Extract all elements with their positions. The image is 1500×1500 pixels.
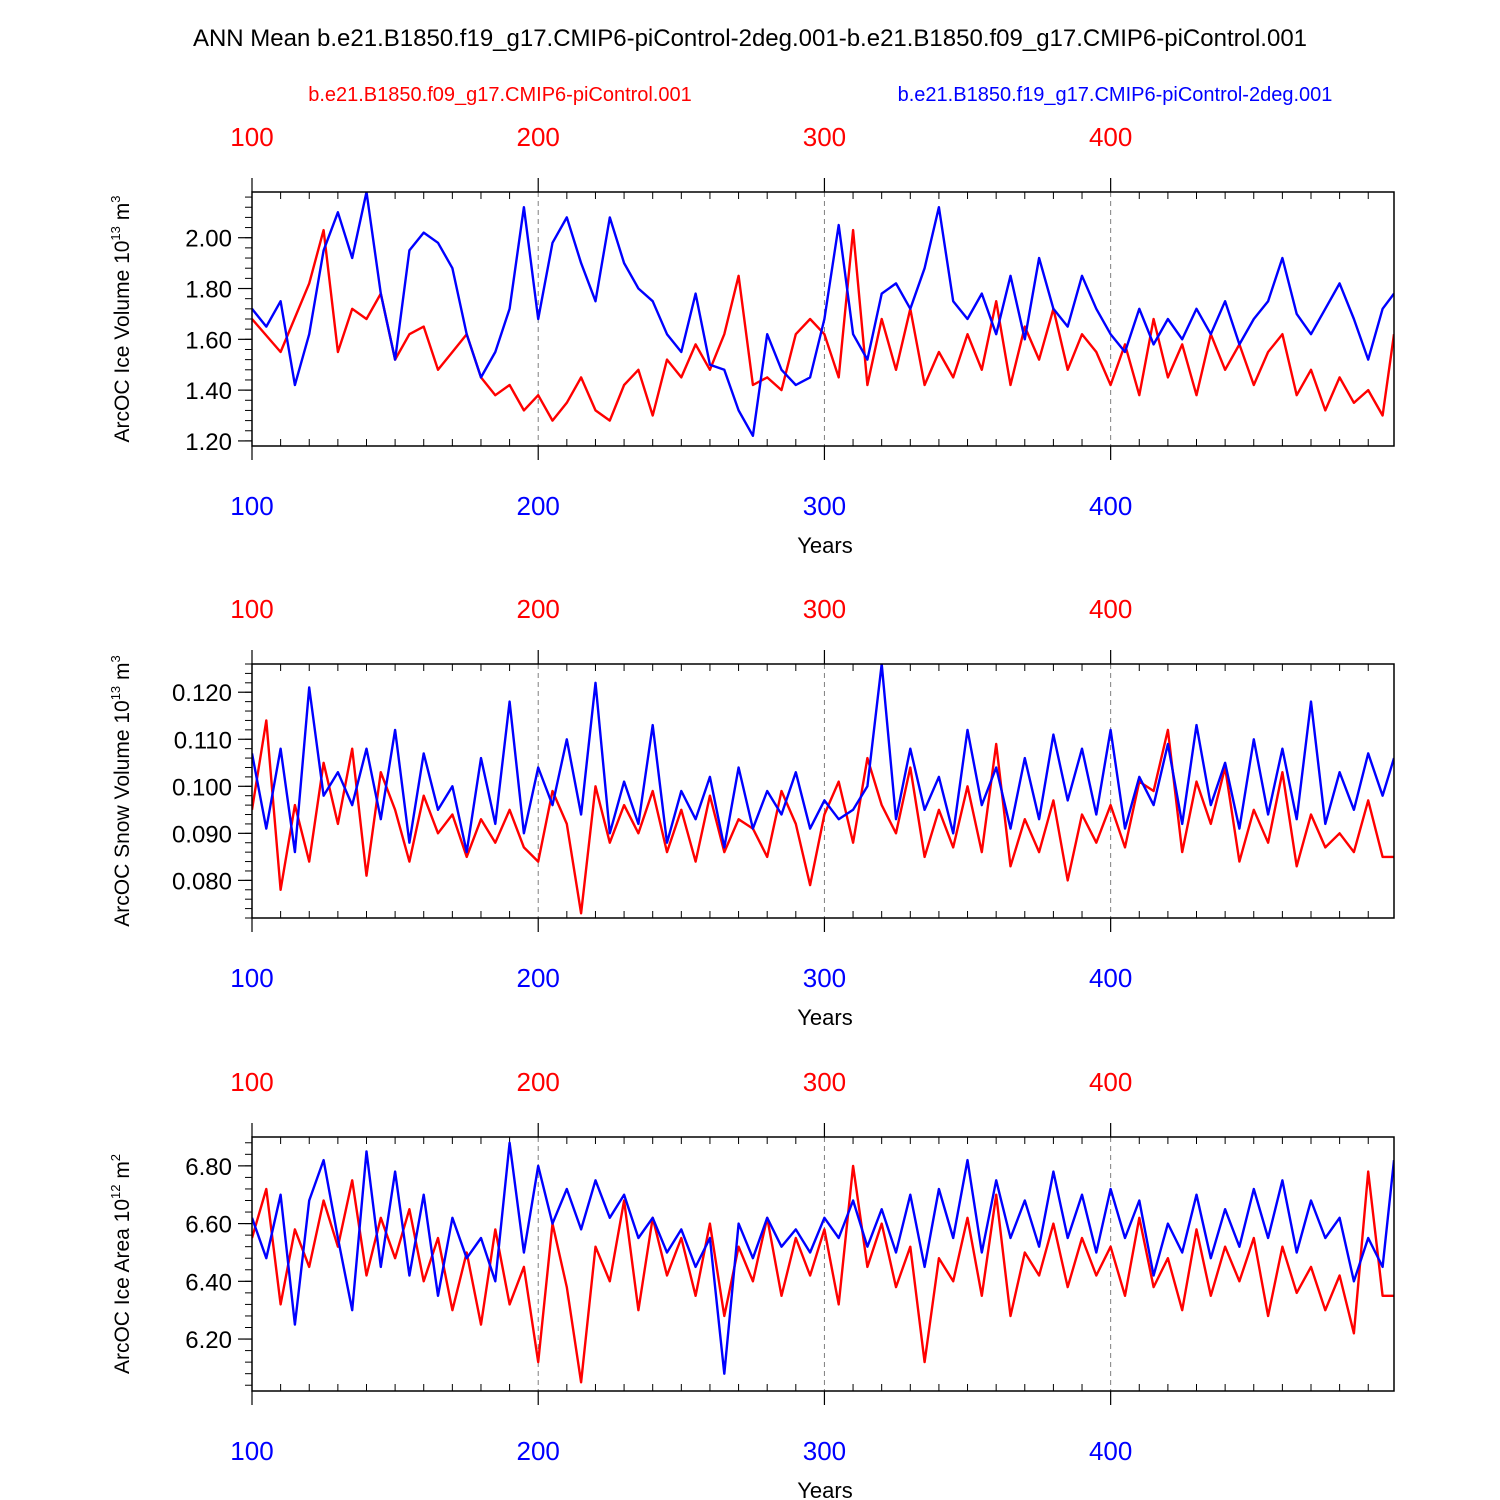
y-tick-label: 1.40 — [185, 378, 232, 405]
x-top-tick-label: 400 — [1089, 122, 1132, 152]
x-top-tick-label: 400 — [1089, 594, 1132, 624]
x-bottom-tick-label: 200 — [517, 1436, 560, 1466]
x-bottom-tick-label: 300 — [803, 1436, 846, 1466]
y-axis-label: ArcOC Snow Volume 1013 m3 — [108, 655, 134, 926]
x-top-tick-label: 200 — [517, 122, 560, 152]
y-axis-label-superscript: 13 — [108, 686, 123, 700]
x-top-tick-label: 300 — [803, 122, 846, 152]
legend-blue-label: b.e21.B1850.f19_g17.CMIP6-piControl-2deg… — [898, 84, 1333, 106]
plot-frame — [251, 1136, 1395, 1392]
plot-frame — [251, 191, 1395, 447]
x-bottom-tick-label: 400 — [1089, 491, 1132, 521]
x-bottom-tick-label: 300 — [803, 963, 846, 993]
x-bottom-tick-label: 400 — [1089, 963, 1132, 993]
y-axis-label-superscript: 3 — [108, 196, 123, 203]
y-tick-label: 1.80 — [185, 277, 232, 304]
legend-red-label: b.e21.B1850.f09_g17.CMIP6-piControl.001 — [308, 84, 692, 106]
y-tick-label: 6.60 — [185, 1212, 232, 1239]
series-line-blue — [252, 1141, 1394, 1375]
x-top-tick-label: 300 — [803, 1067, 846, 1097]
y-tick-label: 6.80 — [185, 1154, 232, 1181]
y-axis-label-part: ArcOC Ice Volume 10 — [111, 241, 134, 443]
y-axis-label-part: m — [111, 663, 134, 686]
figure-title: ANN Mean b.e21.B1850.f19_g17.CMIP6-piCon… — [193, 25, 1307, 52]
x-top-tick-label: 100 — [230, 594, 273, 624]
x-axis-label: Years — [797, 1005, 852, 1030]
y-tick-label: 0.120 — [172, 680, 232, 707]
x-top-tick-label: 200 — [517, 1067, 560, 1097]
series-line-blue — [252, 664, 1394, 854]
series-line-blue — [252, 192, 1394, 437]
y-axis-label: ArcOC Ice Volume 1013 m3 — [108, 196, 134, 443]
y-tick-label: 6.40 — [185, 1269, 232, 1296]
panel-snow-volume: 0.080 0.090 0.100 0.110 0.120 100 200 300 400 100… — [108, 594, 1395, 1030]
y-tick-label: 0.080 — [172, 868, 232, 895]
plot-frame — [251, 663, 1395, 919]
x-bottom-tick-label: 300 — [803, 491, 846, 521]
y-tick-label: 1.20 — [185, 429, 232, 456]
x-bottom-tick-label: 200 — [517, 491, 560, 521]
y-tick-label: 0.110 — [174, 727, 232, 754]
panel-ice-volume: 1.20 1.40 1.60 1.80 2.00 100 200 300 400 100 200 30… — [108, 122, 1395, 558]
y-axis-label: ArcOC Ice Area 1012 m2 — [108, 1154, 134, 1374]
y-axis-label-superscript: 2 — [108, 1154, 123, 1161]
x-axis-label: Years — [797, 533, 852, 558]
y-axis-label-part: m — [111, 1161, 134, 1184]
series-line-red — [252, 1164, 1394, 1384]
x-bottom-tick-label: 400 — [1089, 1436, 1132, 1466]
x-axis-label: Years — [797, 1478, 852, 1500]
y-axis-label-part: m — [111, 203, 134, 226]
x-top-tick-label: 300 — [803, 594, 846, 624]
x-bottom-tick-label: 100 — [230, 491, 273, 521]
x-bottom-tick-label: 100 — [230, 963, 273, 993]
y-axis-label-part: ArcOC Ice Area 10 — [111, 1199, 134, 1374]
x-top-tick-label: 100 — [230, 1067, 273, 1097]
y-axis-label-part: ArcOC Snow Volume 10 — [111, 700, 134, 926]
panel-ice-area: 6.20 6.40 6.60 6.80 100 200 300 400 100 200 300 400… — [108, 1067, 1395, 1500]
x-top-tick-label: 200 — [517, 594, 560, 624]
x-bottom-tick-label: 100 — [230, 1436, 273, 1466]
y-tick-label: 2.00 — [185, 226, 232, 253]
y-tick-label: 6.20 — [185, 1327, 232, 1354]
x-top-tick-label: 100 — [230, 122, 273, 152]
y-axis-label-superscript: 13 — [108, 226, 123, 240]
y-axis-label-superscript: 12 — [108, 1185, 123, 1199]
y-tick-label: 0.100 — [172, 774, 232, 801]
y-tick-label: 0.090 — [172, 821, 232, 848]
series-line-red — [252, 719, 1394, 915]
x-top-tick-label: 400 — [1089, 1067, 1132, 1097]
y-axis-label-superscript: 3 — [108, 655, 123, 662]
y-tick-label: 1.60 — [185, 327, 232, 354]
x-bottom-tick-label: 200 — [517, 963, 560, 993]
